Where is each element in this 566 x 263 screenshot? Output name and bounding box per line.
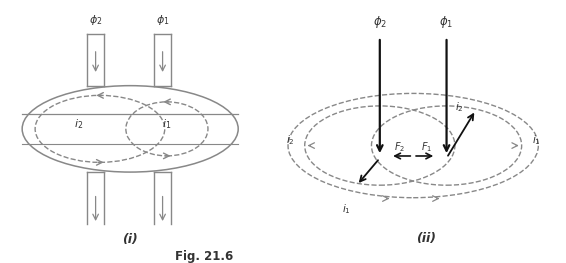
Text: (ii): (ii) [415, 231, 436, 245]
Text: $\phi_1$: $\phi_1$ [439, 14, 454, 29]
Text: $i_2$: $i_2$ [454, 100, 464, 114]
Text: $i_1$: $i_1$ [532, 133, 541, 147]
Text: Fig. 21.6: Fig. 21.6 [175, 250, 233, 263]
Text: $F_2$: $F_2$ [395, 140, 405, 154]
Text: (i): (i) [122, 233, 138, 246]
Text: $i_1$: $i_1$ [342, 202, 351, 216]
Text: $\phi_2$: $\phi_2$ [89, 13, 102, 27]
Text: $i_2$: $i_2$ [286, 133, 294, 147]
Text: $i_1$: $i_1$ [162, 117, 171, 130]
Text: $i_2$: $i_2$ [74, 117, 83, 130]
Text: $F_1$: $F_1$ [421, 140, 432, 154]
Text: $\phi_2$: $\phi_2$ [373, 14, 387, 29]
Text: $\phi_1$: $\phi_1$ [156, 13, 169, 27]
